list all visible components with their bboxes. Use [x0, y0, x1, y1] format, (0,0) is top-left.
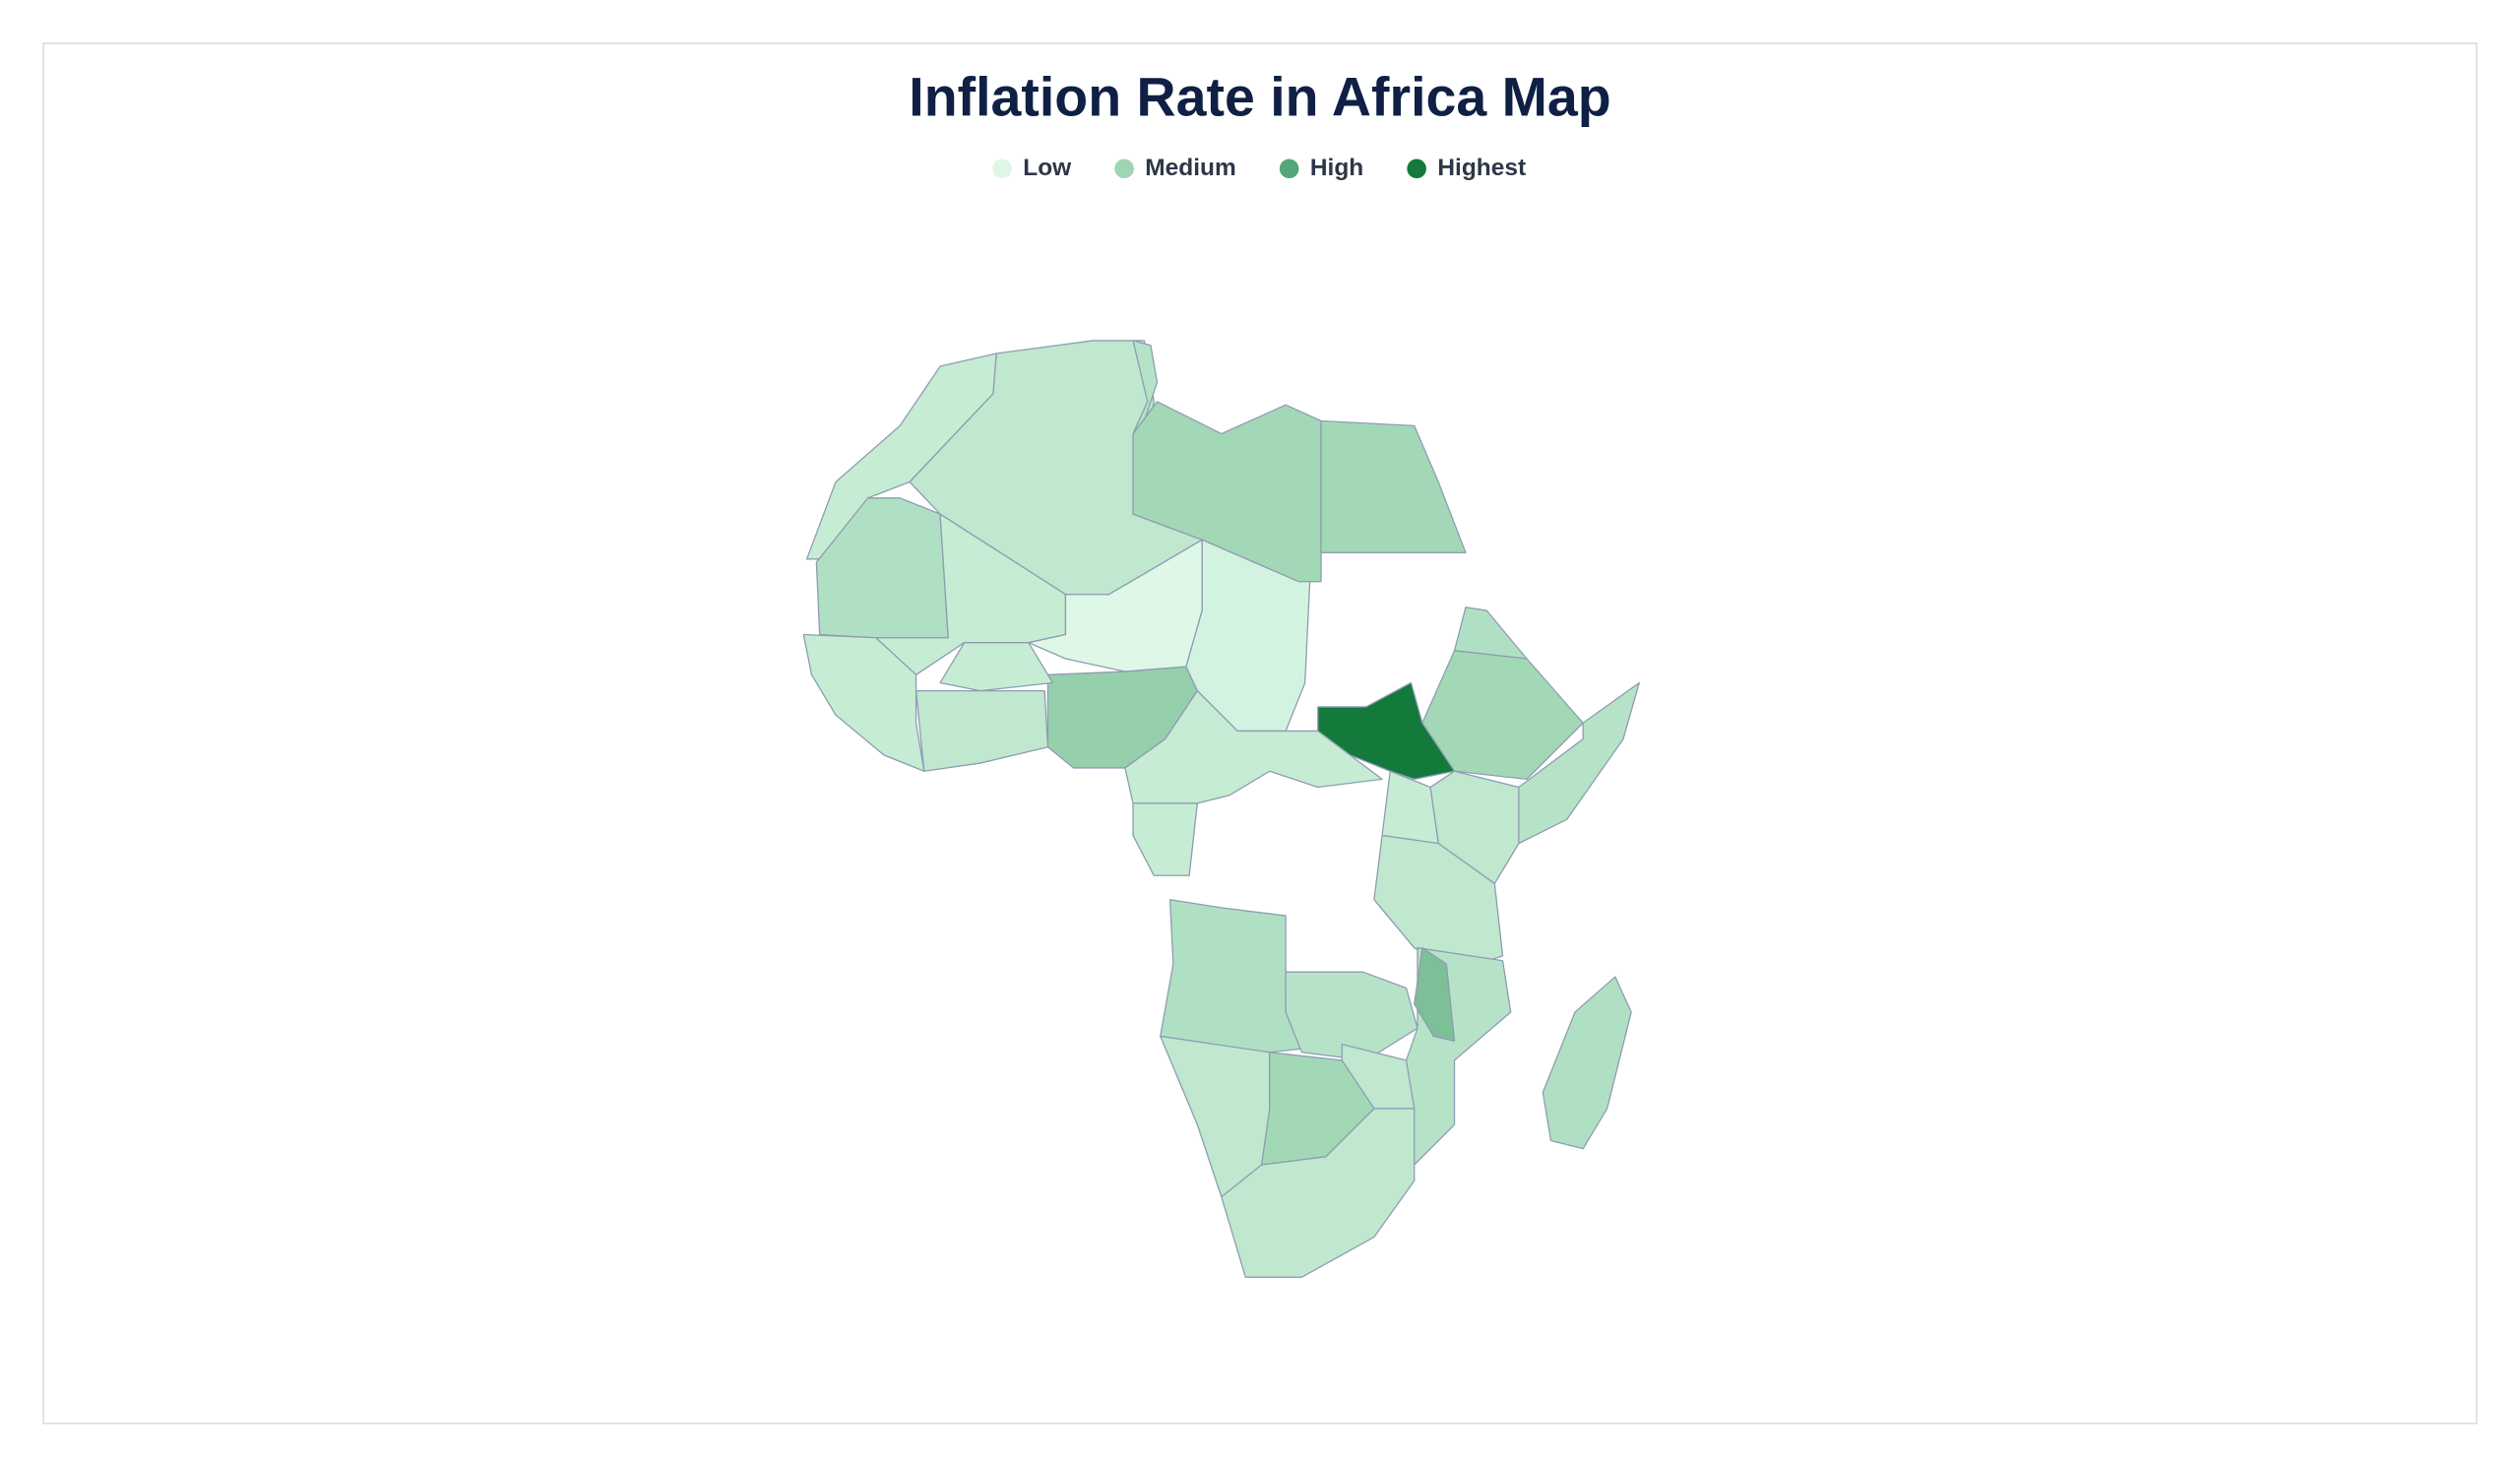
legend-label: High	[1310, 155, 1363, 181]
legend-swatch	[1407, 159, 1426, 179]
legend-label: Medium	[1145, 155, 1235, 181]
legend-label: Low	[1023, 155, 1072, 181]
country	[1542, 976, 1632, 1150]
country	[1414, 947, 1456, 1042]
legend-swatch	[992, 159, 1012, 179]
country	[1132, 802, 1198, 876]
legend-swatch	[1279, 159, 1299, 179]
country	[1221, 1108, 1416, 1278]
legend: Low Medium High Highest	[992, 155, 1526, 181]
country	[1518, 681, 1640, 845]
country	[1320, 419, 1467, 553]
country	[939, 642, 1054, 692]
legend-swatch	[1114, 159, 1134, 179]
country	[914, 689, 1049, 772]
map-title: Inflation Rate in Africa Map	[909, 66, 1610, 127]
africa-map	[802, 340, 1640, 1278]
legend-label: Highest	[1437, 155, 1526, 181]
country	[1285, 971, 1418, 1061]
